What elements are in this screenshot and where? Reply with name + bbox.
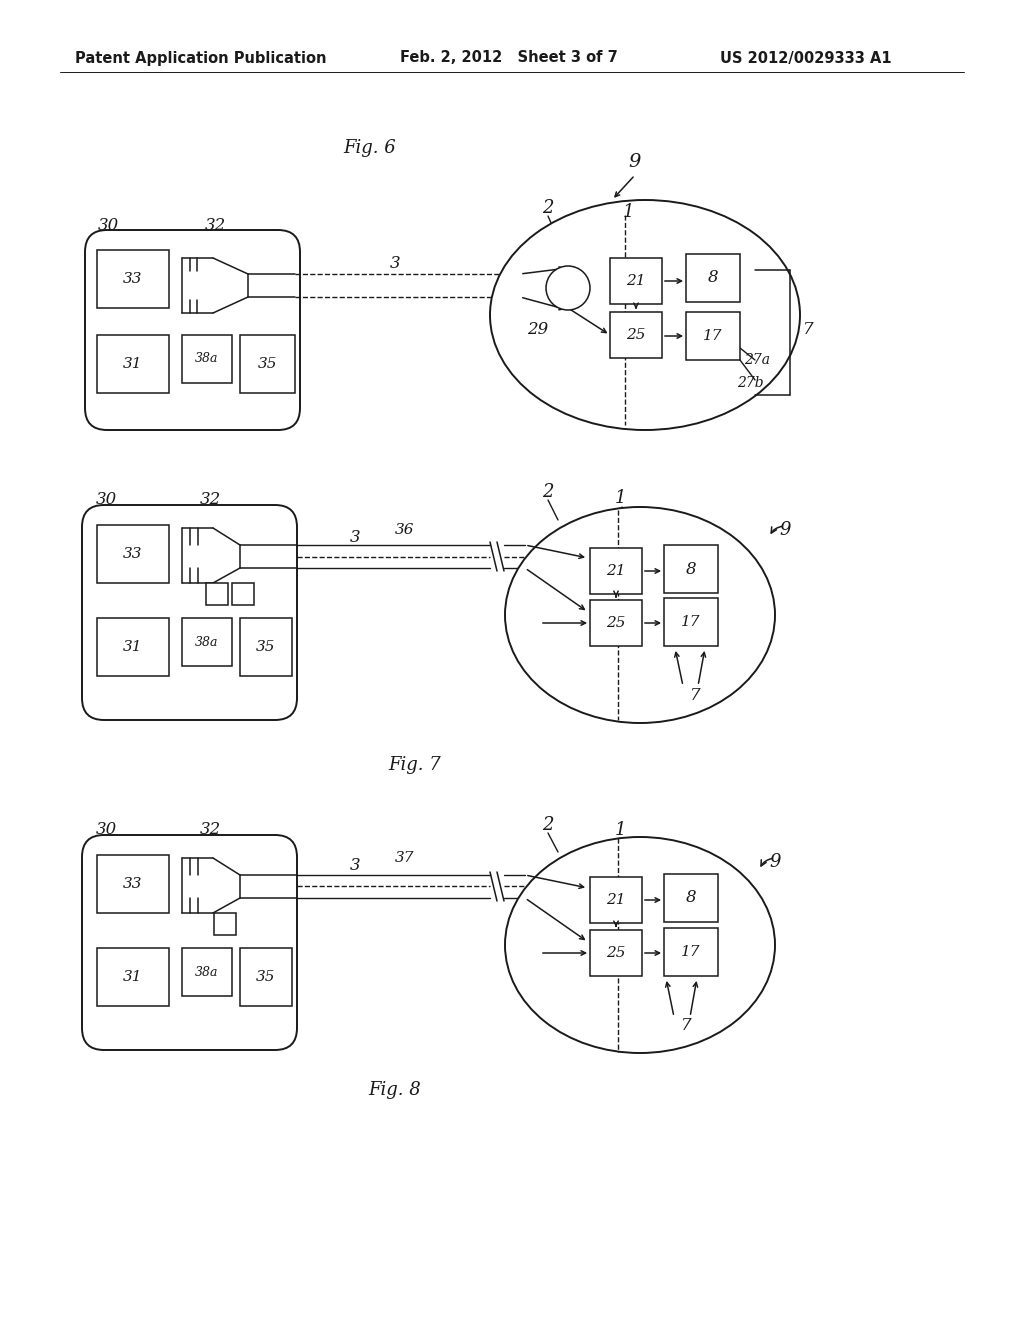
Bar (97, 948, 169, 1006)
Text: 2: 2 (543, 816, 554, 834)
Text: 33: 33 (123, 272, 142, 286)
Text: 2: 2 (543, 199, 554, 216)
Bar (97, 855, 169, 913)
Bar (664, 874, 718, 921)
Bar (686, 312, 740, 360)
Text: 17: 17 (681, 945, 700, 960)
Bar (97, 618, 169, 676)
Text: 30: 30 (95, 491, 117, 508)
Bar (590, 876, 642, 923)
Text: 21: 21 (606, 564, 626, 578)
Bar (664, 598, 718, 645)
Text: 8: 8 (686, 561, 696, 578)
Text: 33: 33 (123, 876, 142, 891)
Text: 17: 17 (703, 329, 723, 343)
Text: 25: 25 (606, 946, 626, 960)
Text: 17: 17 (681, 615, 700, 630)
Text: 35: 35 (256, 970, 275, 983)
Text: 3: 3 (349, 528, 360, 545)
Text: 31: 31 (123, 640, 142, 653)
Text: 3: 3 (390, 255, 400, 272)
Text: 7: 7 (803, 322, 813, 338)
Bar (232, 583, 254, 605)
Text: 35: 35 (258, 356, 278, 371)
FancyBboxPatch shape (82, 836, 297, 1049)
Bar (664, 545, 718, 593)
Text: 38a: 38a (196, 635, 219, 648)
Bar (206, 583, 228, 605)
Text: US 2012/0029333 A1: US 2012/0029333 A1 (720, 50, 892, 66)
Text: 30: 30 (95, 821, 117, 838)
Bar (182, 948, 232, 997)
Bar (214, 913, 236, 935)
Bar (590, 601, 642, 645)
Bar (240, 335, 295, 393)
Text: 1: 1 (614, 821, 626, 840)
Text: 32: 32 (200, 821, 220, 838)
Bar (664, 928, 718, 975)
Text: 8: 8 (686, 890, 696, 907)
Text: Fig. 6: Fig. 6 (344, 139, 396, 157)
Text: 21: 21 (606, 894, 626, 907)
Text: 9: 9 (769, 853, 780, 871)
Text: 31: 31 (123, 356, 142, 371)
Bar (97, 335, 169, 393)
Text: 9: 9 (629, 153, 641, 172)
Bar (240, 948, 292, 1006)
Bar (686, 253, 740, 302)
Text: 32: 32 (200, 491, 220, 508)
Text: 7: 7 (681, 1016, 691, 1034)
Text: 7: 7 (690, 686, 700, 704)
Bar (240, 618, 292, 676)
Bar (610, 312, 662, 358)
Ellipse shape (490, 201, 800, 430)
Bar (590, 931, 642, 975)
Text: Fig. 8: Fig. 8 (369, 1081, 421, 1100)
Text: 1: 1 (623, 203, 634, 220)
Bar (182, 618, 232, 667)
Text: Fig. 7: Fig. 7 (389, 756, 441, 774)
Bar (182, 335, 232, 383)
Text: 29: 29 (527, 322, 549, 338)
Text: 36: 36 (395, 523, 415, 537)
Text: 2: 2 (543, 483, 554, 502)
Text: 3: 3 (349, 857, 360, 874)
Text: 25: 25 (627, 327, 646, 342)
Text: 31: 31 (123, 970, 142, 983)
Text: 30: 30 (97, 216, 119, 234)
Ellipse shape (505, 507, 775, 723)
Text: 25: 25 (606, 616, 626, 630)
Bar (97, 525, 169, 583)
Text: 33: 33 (123, 546, 142, 561)
Text: 1: 1 (614, 488, 626, 507)
FancyBboxPatch shape (82, 506, 297, 719)
Text: 35: 35 (256, 640, 275, 653)
Text: 9: 9 (779, 521, 791, 539)
Text: Patent Application Publication: Patent Application Publication (75, 50, 327, 66)
Bar (590, 548, 642, 594)
Text: 8: 8 (708, 269, 718, 286)
Bar (97, 249, 169, 308)
FancyBboxPatch shape (85, 230, 300, 430)
Text: 37: 37 (395, 851, 415, 865)
Text: 27b: 27b (736, 376, 763, 389)
Text: Feb. 2, 2012   Sheet 3 of 7: Feb. 2, 2012 Sheet 3 of 7 (400, 50, 617, 66)
Text: 27a: 27a (744, 352, 770, 367)
Ellipse shape (505, 837, 775, 1053)
Bar (610, 257, 662, 304)
Text: 38a: 38a (196, 965, 219, 978)
Text: 32: 32 (205, 216, 225, 234)
Circle shape (546, 267, 590, 310)
Text: 21: 21 (627, 275, 646, 288)
Text: 24: 24 (559, 281, 577, 294)
Text: 38a: 38a (196, 352, 219, 366)
